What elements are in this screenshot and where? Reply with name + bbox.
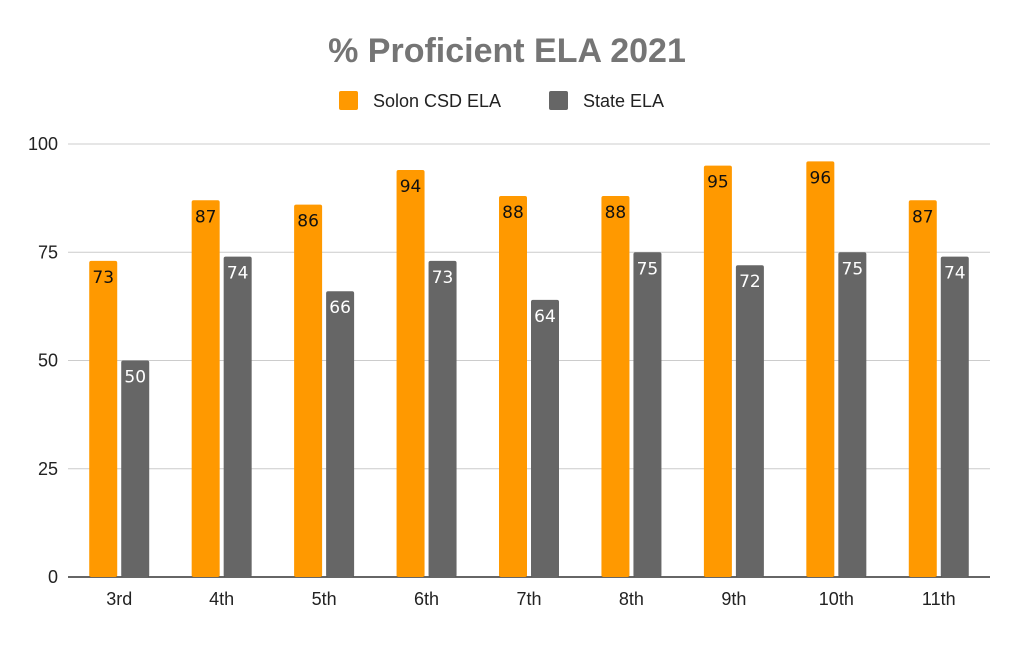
data-label-solon: 87 — [195, 207, 217, 227]
bar-solon — [191, 200, 220, 578]
bar-group: 73 50 — [89, 260, 150, 577]
bar-solon — [601, 195, 630, 577]
chart-title: % Proficient ELA 2021 — [328, 32, 686, 70]
data-label-state: 72 — [739, 272, 761, 292]
bar-group: 88 64 — [499, 195, 559, 577]
data-label-solon: 88 — [502, 203, 524, 223]
data-label-solon: 95 — [707, 173, 729, 193]
y-tick-label: 25 — [38, 459, 58, 479]
bar-group: 95 72 — [703, 165, 764, 577]
y-axis: 0 25 50 75 100 — [28, 134, 58, 587]
data-label-state: 50 — [124, 368, 146, 388]
bar-solon — [703, 165, 732, 577]
data-label-solon: 87 — [912, 207, 934, 227]
data-label-solon: 86 — [297, 212, 319, 232]
bar-solon — [499, 195, 527, 577]
bar-group: 87 74 — [908, 200, 969, 578]
data-label-solon: 88 — [605, 203, 627, 223]
bars: 73 50 87 74 86 66 94 73 88 64 88 75 95 72 96 75 87 74 — [89, 161, 969, 578]
y-tick-label: 75 — [38, 242, 58, 262]
x-tick-label: 9th — [721, 589, 746, 609]
bar-state — [326, 291, 355, 577]
bar-state — [531, 299, 559, 577]
bar-solon — [89, 260, 118, 577]
data-label-state: 74 — [227, 264, 249, 284]
bar-solon — [806, 161, 835, 577]
data-label-state: 73 — [432, 268, 454, 288]
bar-state — [121, 360, 150, 577]
data-label-solon: 73 — [92, 268, 114, 288]
bar-state — [428, 260, 457, 577]
x-tick-label: 10th — [819, 589, 854, 609]
data-label-state: 64 — [534, 307, 556, 327]
x-tick-label: 11th — [922, 589, 956, 609]
bar-group: 88 75 — [601, 195, 662, 577]
legend: Solon CSD ELA State ELA — [339, 91, 664, 111]
legend-swatch-solon — [339, 91, 358, 110]
legend-label-state: State ELA — [583, 91, 664, 111]
bar-state — [223, 256, 252, 577]
legend-swatch-state — [549, 91, 568, 110]
x-tick-label: 6th — [414, 589, 439, 609]
bar-state — [940, 256, 969, 577]
bar-group: 96 75 — [806, 161, 867, 577]
data-label-state: 74 — [944, 264, 966, 284]
x-tick-label: 7th — [516, 589, 541, 609]
bar-solon — [396, 169, 425, 578]
x-axis: 3rd 4th 5th 6th 7th 8th 9th 10th 11th — [106, 589, 955, 609]
bar-state — [633, 252, 662, 577]
y-tick-label: 0 — [48, 567, 58, 587]
data-label-solon: 96 — [810, 168, 832, 188]
x-tick-label: 5th — [312, 589, 337, 609]
bar-solon — [294, 204, 323, 577]
bar-group: 86 66 — [294, 204, 355, 577]
bar-group: 87 74 — [191, 200, 252, 578]
bar-state — [735, 265, 764, 577]
bar-solon — [908, 200, 937, 578]
x-tick-label: 3rd — [106, 589, 132, 609]
y-tick-label: 50 — [38, 351, 58, 371]
bar-state — [838, 252, 867, 577]
bar-group: 94 73 — [396, 169, 457, 578]
data-label-state: 66 — [329, 298, 351, 318]
legend-label-solon: Solon CSD ELA — [373, 91, 501, 111]
data-label-state: 75 — [842, 259, 864, 279]
data-label-solon: 94 — [400, 177, 422, 197]
x-tick-label: 4th — [209, 589, 234, 609]
gridlines — [68, 143, 990, 578]
y-tick-label: 100 — [28, 134, 58, 154]
data-label-state: 75 — [637, 259, 659, 279]
x-tick-label: 8th — [619, 589, 644, 609]
